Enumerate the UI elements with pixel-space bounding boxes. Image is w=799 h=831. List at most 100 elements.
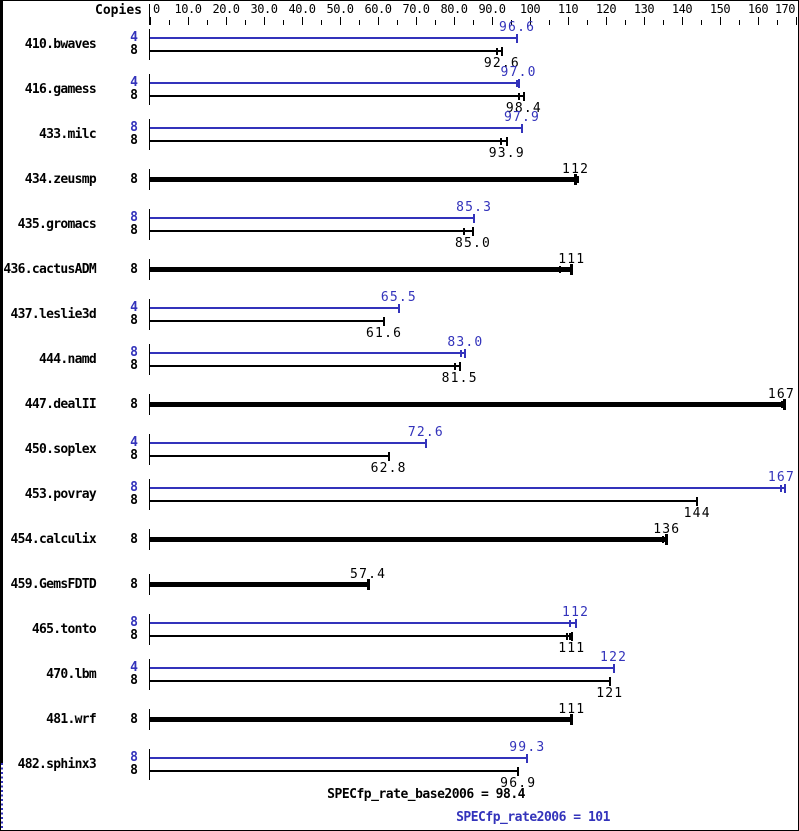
axis-major-tick [339, 17, 341, 25]
axis-tick-label: 130 [633, 2, 655, 16]
bar-end-cap [608, 676, 611, 686]
specfp-rate-base2006-summary: SPECfp_rate_base2006 = 98.4 [327, 787, 525, 802]
axis-major-tick [149, 17, 151, 25]
axis-major-tick [605, 17, 607, 25]
peak-bar [150, 217, 475, 219]
run-marker-tick [566, 632, 569, 640]
axis-major-tick [757, 17, 759, 25]
group-baseline [149, 529, 150, 550]
axis-tick-label: 150 [709, 2, 731, 16]
bar-end-cap [526, 753, 529, 763]
axis-tick-label: 0 [153, 2, 160, 16]
base-bar [150, 402, 785, 407]
copies-count: 8 [130, 261, 138, 277]
axis-tick-label: 50.0 [326, 2, 354, 16]
bar-end-cap [517, 766, 520, 776]
group-baseline [149, 299, 150, 330]
bar-value-label: 96.6 [499, 20, 536, 35]
axis-minor-tick [700, 20, 702, 25]
axis-minor-tick [472, 20, 474, 25]
copies-count: 8 [130, 396, 138, 412]
bar-end-cap [517, 78, 520, 88]
axis-tick-label: 30.0 [250, 2, 278, 16]
peak-bar [150, 442, 426, 444]
run-marker-tick [515, 79, 518, 87]
base-bar [150, 140, 507, 142]
base-bar [150, 230, 473, 232]
benchmark-label: 447.dealII [24, 397, 97, 412]
run-marker-tick [459, 349, 462, 357]
run-marker-tick [568, 632, 571, 640]
run-marker-tick [568, 619, 571, 627]
run-marker-tick [780, 484, 783, 492]
axis-tick-label: 20.0 [212, 2, 240, 16]
base-bar [150, 177, 576, 182]
axis-major-tick [453, 17, 455, 25]
base-bar [150, 500, 698, 502]
run-marker-tick [577, 176, 580, 183]
group-baseline [149, 119, 150, 150]
peak-mean-line-dotted [1, 763, 3, 830]
bar-value-label: 97.0 [500, 65, 537, 80]
bar-end-cap [516, 33, 519, 43]
benchmark-label: 481.wrf [46, 712, 97, 727]
copies-count: 8 [130, 223, 138, 238]
copies-count: 8 [130, 358, 138, 373]
benchmark-label: 437.leslie3d [10, 307, 96, 322]
run-marker-tick [780, 401, 783, 408]
copies-count: 8 [130, 673, 138, 688]
copies-count: 8 [130, 43, 138, 58]
bar-end-cap [574, 618, 577, 628]
base-bar [150, 320, 385, 322]
benchmark-label: 482.sphinx3 [17, 757, 97, 772]
copies-column-header: Copies [95, 3, 142, 18]
bar-value-label: 111 [558, 251, 586, 267]
axis-major-tick [263, 17, 265, 25]
group-baseline [149, 659, 150, 690]
group-baseline [149, 344, 150, 375]
bar-end-cap [500, 46, 503, 56]
benchmark-label: 453.povray [24, 487, 97, 502]
benchmark-label: 454.calculix [10, 532, 96, 547]
copies-count: 4 [130, 435, 138, 450]
base-bar [150, 770, 519, 772]
bar-end-cap [472, 226, 474, 236]
axis-minor-tick [320, 20, 322, 25]
base-bar [150, 95, 524, 97]
run-marker-tick [453, 362, 456, 370]
bar-end-cap [783, 483, 786, 493]
benchmark-label: 410.bwaves [24, 37, 97, 52]
group-baseline [149, 479, 150, 510]
group-baseline [149, 394, 150, 415]
axis-major-tick [301, 17, 303, 25]
bar-value-label: 111 [558, 641, 586, 656]
axis-minor-tick [510, 20, 512, 25]
copies-count: 8 [130, 493, 138, 508]
bar-value-label: 57.4 [350, 566, 387, 582]
axis-major-tick [415, 17, 417, 25]
peak-bar [150, 667, 614, 669]
bar-value-label: 65.5 [380, 290, 417, 305]
axis-tick-label: 140 [671, 2, 693, 16]
base-mean-line [1, 1, 3, 763]
run-marker-tick [499, 137, 502, 145]
peak-bar [150, 757, 528, 759]
bar-end-cap [387, 451, 390, 461]
axis-minor-tick [206, 20, 208, 25]
axis-tick-label: 80.0 [440, 2, 468, 16]
axis-major-tick [491, 17, 493, 25]
bar-end-cap [397, 303, 400, 313]
bar-end-cap [473, 213, 476, 223]
specfp-rate2006-summary: SPECfp_rate2006 = 101 [456, 810, 610, 825]
group-baseline [149, 709, 150, 730]
axis-tick-label: 160 [747, 2, 769, 16]
axis-minor-tick [586, 20, 588, 25]
axis-minor-tick [662, 20, 664, 25]
axis-tick-label: 10.0 [174, 2, 202, 16]
peak-bar [150, 487, 785, 489]
bar-value-label: 61.6 [366, 326, 403, 341]
bar-value-label: 167 [767, 386, 795, 402]
axis-major-tick [681, 17, 683, 25]
copies-count: 8 [130, 88, 138, 103]
copies-count: 8 [130, 133, 138, 148]
